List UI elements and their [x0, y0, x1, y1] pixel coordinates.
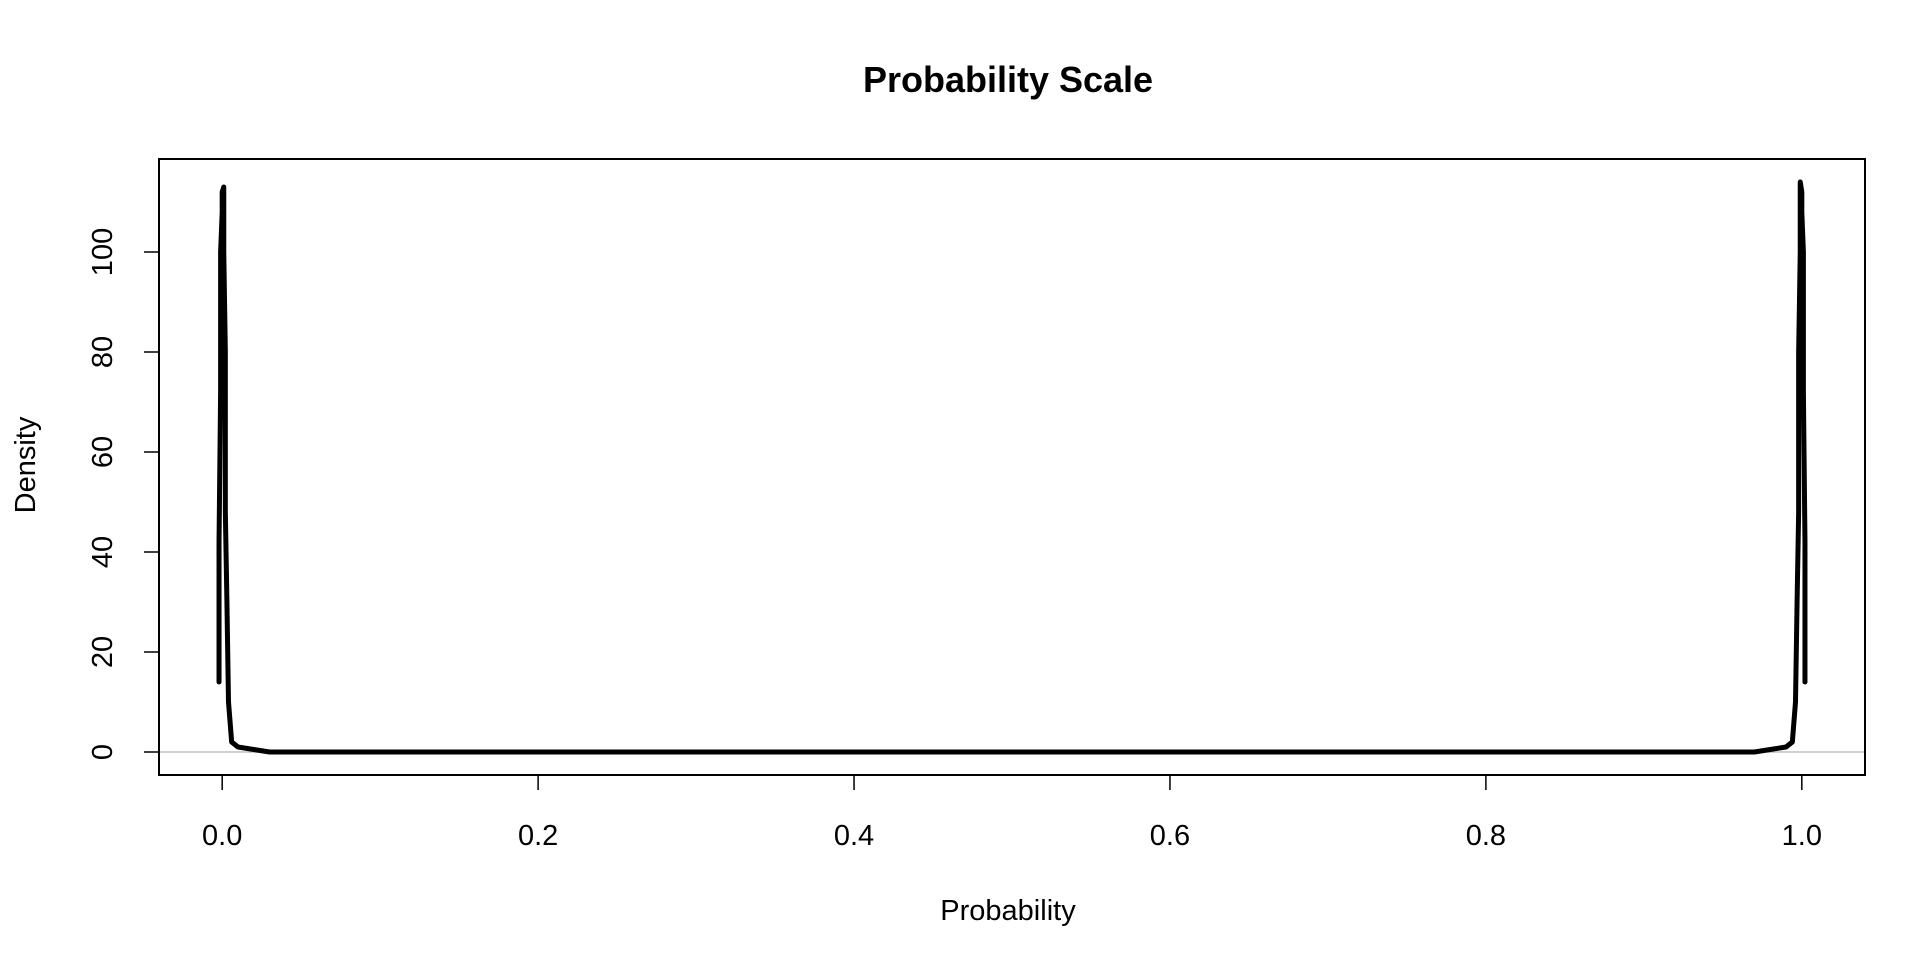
x-tick-label: 0.4: [834, 820, 874, 852]
plot-frame: [158, 158, 1866, 776]
y-tick-label: 100: [87, 228, 119, 276]
y-tick-label: 60: [87, 436, 119, 468]
chart-title: Probability Scale: [863, 59, 1153, 100]
x-axis: 0.0 0.2 0.4 0.6 0.8 1.0: [202, 774, 1822, 852]
x-tick-label: 0.0: [202, 820, 242, 852]
x-tick-label: 0.2: [518, 820, 558, 852]
y-tick-label: 40: [87, 536, 119, 568]
x-tick-label: 0.8: [1466, 820, 1506, 852]
y-tick-label: 0: [87, 744, 119, 760]
y-axis-label: Density: [10, 416, 42, 513]
y-axis: 0 20 40 60 80 100: [87, 228, 160, 760]
x-axis-label: Probability: [940, 895, 1076, 927]
y-tick-label: 80: [87, 336, 119, 368]
x-tick-label: 1.0: [1782, 820, 1822, 852]
density-line: [216, 179, 1808, 755]
y-tick-label: 20: [87, 636, 119, 668]
x-tick-label: 0.6: [1150, 820, 1190, 852]
